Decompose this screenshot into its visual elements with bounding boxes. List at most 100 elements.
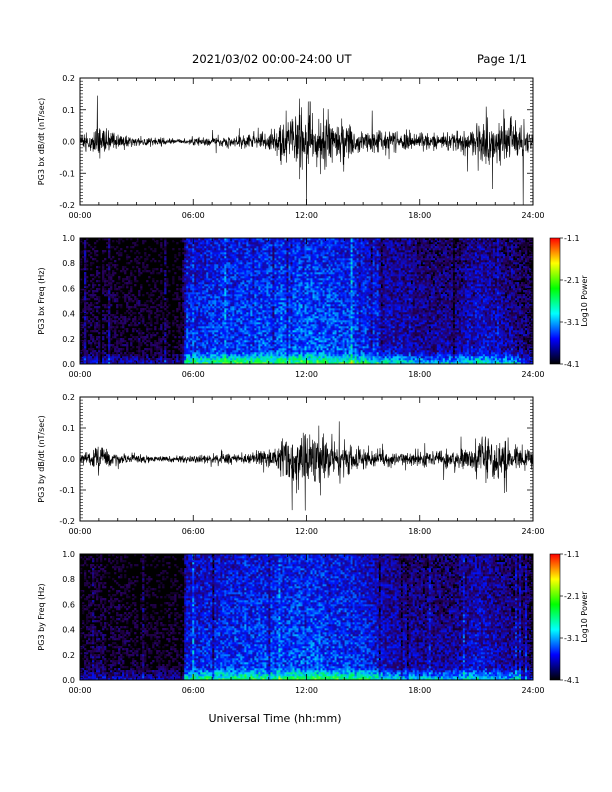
spectrogram-cell	[88, 354, 91, 357]
spectrogram-cell	[228, 280, 231, 283]
spectrogram-cell	[144, 254, 147, 257]
spectrogram-cell	[192, 322, 195, 325]
spectrogram-cell	[144, 270, 147, 273]
spectrogram-cell	[214, 322, 217, 325]
spectrogram-cell	[208, 250, 211, 253]
spectrogram-cell	[248, 316, 251, 319]
spectrogram-cell	[210, 248, 213, 251]
spectrogram-cell	[88, 284, 91, 287]
spectrogram-cell	[196, 304, 199, 307]
spectrogram-cell	[254, 290, 257, 293]
spectrogram-cell	[98, 326, 101, 329]
spectrogram-cell	[272, 266, 275, 269]
spectrogram-cell	[204, 278, 207, 281]
spectrogram-cell	[218, 334, 221, 337]
spectrogram-cell	[174, 336, 177, 339]
spectrogram-cell	[260, 250, 263, 253]
spectrogram-cell	[266, 358, 269, 361]
spectrogram-cell	[252, 316, 255, 319]
spectrogram-cell	[210, 316, 213, 319]
spectrogram-cell	[186, 256, 189, 259]
spectrogram-cell	[290, 258, 293, 261]
spectrogram-cell	[288, 264, 291, 267]
spectrogram-cell	[274, 292, 277, 295]
spectrogram-cell	[258, 338, 261, 341]
spectrogram-cell	[136, 240, 139, 243]
spectrogram-cell	[102, 354, 105, 357]
spectrogram-cell	[280, 358, 283, 361]
spectrogram-cell	[208, 334, 211, 337]
spectrogram-cell	[210, 322, 213, 325]
spectrogram-cell	[210, 238, 213, 241]
spectrogram-cell	[290, 340, 293, 343]
spectrogram-cell	[284, 324, 287, 327]
spectrogram-cell	[270, 262, 273, 265]
spectrogram-cell	[172, 330, 175, 333]
spectrogram-cell	[108, 336, 111, 339]
spectrogram-cell	[250, 300, 253, 303]
spectrogram-cell	[216, 270, 219, 273]
spectrogram-cell	[202, 350, 205, 353]
spectrogram-cell	[206, 288, 209, 291]
spectrogram-cell	[258, 238, 261, 241]
spectrogram-cell	[126, 256, 129, 259]
spectrogram-cell	[142, 242, 145, 245]
spectrogram-cell	[274, 286, 277, 289]
spectrogram-cell	[90, 360, 93, 363]
spectrogram-cell	[84, 330, 87, 333]
spectrogram-cell	[204, 300, 207, 303]
spectrogram-cell	[252, 308, 255, 311]
spectrogram-cell	[114, 264, 117, 267]
spectrogram-cell	[268, 278, 271, 281]
spectrogram-cell	[142, 336, 145, 339]
spectrogram-cell	[190, 294, 193, 297]
spectrogram-cell	[190, 262, 193, 265]
spectrogram-cell	[260, 274, 263, 277]
spectrogram-cell	[280, 302, 283, 305]
spectrogram-cell	[192, 302, 195, 305]
spectrogram-cell	[230, 336, 233, 339]
spectrogram-cell	[258, 306, 261, 309]
spectrogram-cell	[248, 252, 251, 255]
spectrogram-cell	[276, 294, 279, 297]
spectrogram-cell	[116, 352, 119, 355]
spectrogram-cell	[188, 244, 191, 247]
spectrogram-cell	[266, 292, 269, 295]
spectrogram-cell	[266, 270, 269, 273]
spectrogram-cell	[254, 356, 257, 359]
spectrogram-cell	[244, 242, 247, 245]
spectrogram-cell	[276, 362, 279, 365]
spectrogram-cell	[210, 264, 213, 267]
spectrogram-cell	[236, 266, 239, 269]
spectrogram-cell	[244, 262, 247, 265]
spectrogram-cell	[92, 262, 95, 265]
spectrogram-cell	[244, 342, 247, 345]
spectrogram-cell	[246, 322, 249, 325]
spectrogram-cell	[266, 288, 269, 291]
spectrogram-cell	[130, 306, 133, 309]
spectrogram-cell	[264, 314, 267, 317]
spectrogram-cell	[226, 252, 229, 255]
spectrogram-cell	[260, 362, 263, 365]
spectrogram-cell	[186, 270, 189, 273]
spectrogram-cell	[164, 332, 167, 335]
spectrogram-cell	[276, 316, 279, 319]
spectrogram-cell	[240, 352, 243, 355]
spectrogram-cell	[276, 280, 279, 283]
spectrogram-cell	[86, 320, 89, 323]
spectrogram-cell	[82, 354, 85, 357]
spectrogram-cell	[134, 270, 137, 273]
spectrogram-cell	[136, 362, 139, 365]
spectrogram-cell	[274, 294, 277, 297]
spectrogram-cell	[144, 362, 147, 365]
spectrogram-cell	[138, 270, 141, 273]
spectrogram-cell	[146, 310, 149, 313]
spectrogram-cell	[96, 310, 99, 313]
spectrogram-cell	[164, 348, 167, 351]
spectrogram-cell	[224, 340, 227, 343]
spectrogram-cell	[250, 260, 253, 263]
spectrogram-cell	[264, 338, 267, 341]
spectrogram-cell	[172, 360, 175, 363]
spectrogram-cell	[182, 288, 185, 291]
spectrogram-cell	[204, 358, 207, 361]
